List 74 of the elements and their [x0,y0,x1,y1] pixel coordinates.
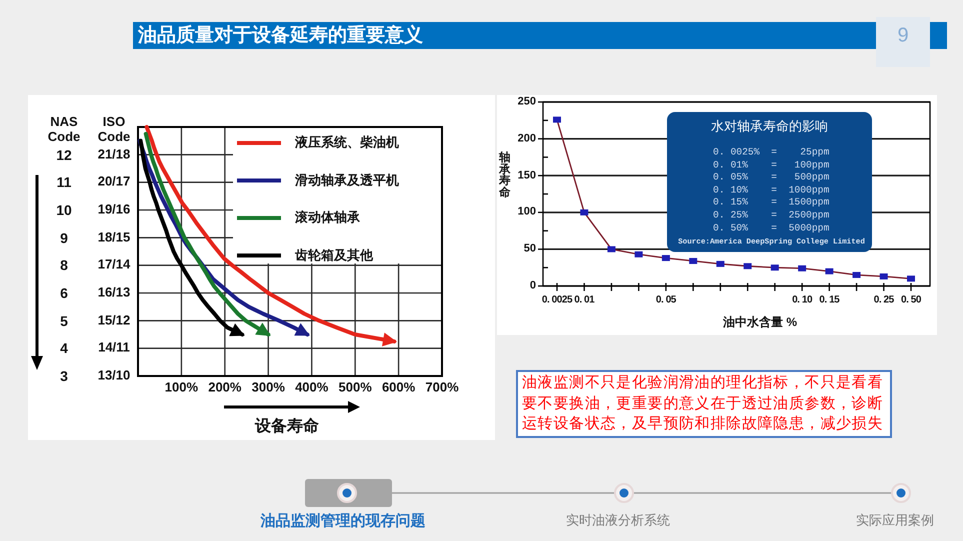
x-tick-label: 500% [338,380,372,396]
point [798,265,806,272]
point [907,276,915,282]
point [852,272,861,278]
y-tick-label: 14/11 [98,340,130,356]
y2-tick-label: 5 [60,312,68,329]
annotation: 0. 10% = 1000ppm [713,184,830,196]
y2-tick-label: 12 [56,146,72,163]
text: 9 [897,24,909,48]
point [825,268,834,274]
y-axis-title: 轴承寿命 [498,152,512,199]
x-tick-label: 0. 0025 [542,294,572,306]
y-tick-label: 20/17 [98,174,130,190]
y-tick-label: 16/13 [98,284,130,300]
point [553,116,561,123]
y-tick-label: 100 [518,206,536,219]
x-tick-label: 0. 15 [819,294,840,306]
text: 油品质量对于设备延寿的重要意义 [138,25,423,47]
point [580,209,588,216]
legend-label: 齿轮箱及其他 [295,247,373,263]
y2-tick-label: 6 [60,284,68,302]
annotation: 0. 50% = 5000ppm [713,222,830,234]
y-axis-title: ISO Code [96,114,132,144]
legend-label: 滚动体轴承 [295,210,360,226]
x-tick-label: 0. 25 [874,294,894,306]
point [662,255,670,262]
x-tick-label: 200% [208,380,242,396]
x-tick-label: 700% [425,380,459,396]
x-axis-title: 油中水含量 % [722,315,798,330]
x-tick-label: 600% [382,380,416,396]
annotation: 0. 0025% = 25ppm [713,146,830,158]
y-tick-label: 13/10 [98,368,130,384]
y2-axis-title: NAS Code [46,114,82,144]
point [770,264,779,271]
y2-tick-label: 4 [60,340,68,356]
y-tick-label: 200 [518,132,536,146]
x-tick-label: 0. 05 [656,294,676,306]
point [744,263,752,270]
y-tick-label: 17/14 [98,256,130,273]
y-tick-label: 18/15 [98,229,130,246]
y2-tick-label: 3 [60,368,68,384]
point [634,251,643,258]
y2-tick-label: 8 [60,257,68,274]
point [607,246,616,252]
text: 实际应用案例 [856,512,934,528]
y2-tick-label: 11 [56,174,72,190]
annotation: 0. 15% = 1500ppm [713,196,830,208]
y-tick-label: 150 [518,169,536,182]
annotation: 0. 05% = 500ppm [713,172,830,183]
y-tick-label: 21/18 [98,146,130,162]
x-axis-title: 设备寿命 [255,418,319,436]
x-tick-label: 0. 01 [574,294,594,306]
text: 实时油液分析系统 [566,512,670,528]
point [880,273,888,280]
y-tick-label: 15/12 [98,312,130,328]
annotation: 水对轴承寿命的影响 [711,118,828,134]
annotation: 0. 25% = 2500ppm [713,209,830,221]
x-tick-label: 300% [252,380,285,396]
y-tick-label: 50 [524,242,536,256]
y-tick-label: 19/16 [98,202,130,218]
x-tick-label: 400% [295,380,328,396]
point [689,258,698,264]
point [716,260,724,267]
y-tick-label: 0 [530,280,536,292]
text: 油品监测管理的现存问题 [260,512,426,530]
annotation: 0. 01% = 100ppm [713,159,830,170]
y2-tick-label: 9 [60,230,68,246]
y-tick-label: 250 [518,96,536,108]
legend-label: 滑动轴承及透平机 [295,172,399,188]
legend-label: 液压系统、柴油机 [295,134,399,150]
x-tick-label: 0. 10 [792,294,812,306]
x-tick-label: 0. 50 [901,294,921,306]
x-tick-label: 100% [164,380,198,396]
y2-tick-label: 10 [56,202,72,218]
